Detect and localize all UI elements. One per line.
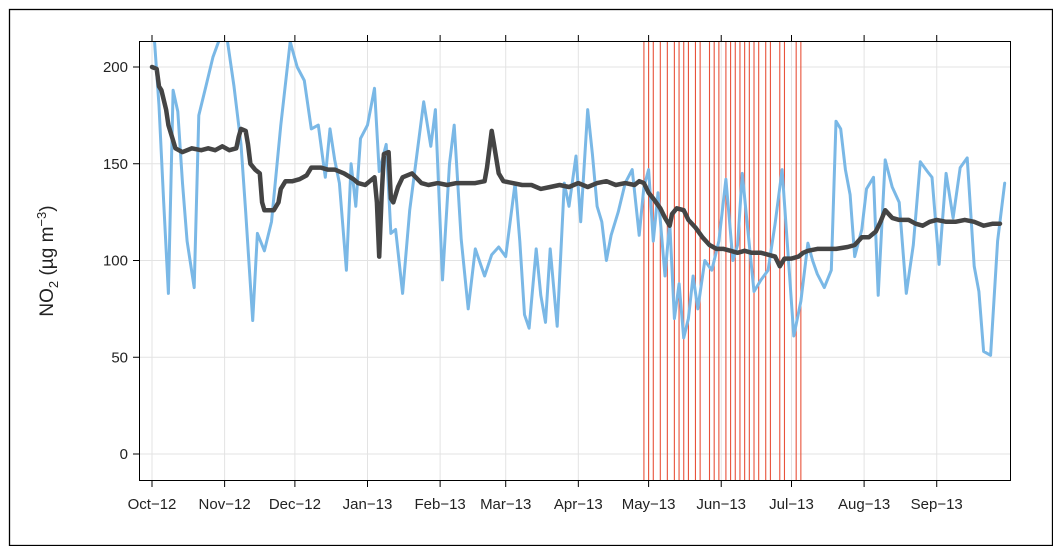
y-label-unit: (µg m bbox=[37, 227, 58, 281]
x-tick-label: Sep−13 bbox=[911, 496, 963, 513]
y-label-superscript: −3 bbox=[34, 212, 49, 227]
x-tick-label: Feb−13 bbox=[414, 496, 465, 513]
x-tick-label: Apr−13 bbox=[554, 496, 603, 513]
x-tick-label: Jun−13 bbox=[696, 496, 746, 513]
series bbox=[149, 42, 1007, 357]
series-line bbox=[149, 64, 1003, 269]
y-tick-label: 0 bbox=[120, 446, 128, 463]
y-tick-label: 150 bbox=[103, 156, 128, 173]
y-label-main: NO bbox=[37, 288, 58, 317]
figure-border bbox=[8, 8, 1053, 547]
axes: 0 50 100 150 200 Oct−12 Nov−12 Dec−12 Jan−13 Feb−… bbox=[103, 35, 963, 513]
x-tick-label: Oct−12 bbox=[128, 496, 177, 513]
y-axis-label: NO2 (µg m−3) bbox=[34, 205, 61, 316]
x-tick-label: Jan−13 bbox=[343, 496, 393, 513]
y-label-close: ) bbox=[37, 205, 58, 211]
y-tick-label: 200 bbox=[103, 59, 128, 76]
x-tick-label: Mar−13 bbox=[480, 496, 531, 513]
y-tick-label: 50 bbox=[111, 349, 128, 366]
x-tick-label: Jul−13 bbox=[769, 496, 814, 513]
x-tick-label: Aug−13 bbox=[838, 496, 890, 513]
y-tick-label: 100 bbox=[103, 253, 128, 270]
series-line bbox=[153, 42, 1007, 357]
highlight-bands bbox=[643, 42, 802, 480]
y-label-subscript: 2 bbox=[46, 281, 61, 288]
x-tick-label: May−13 bbox=[622, 496, 676, 513]
x-tick-label: Nov−12 bbox=[199, 496, 251, 513]
x-tick-label: Dec−12 bbox=[269, 496, 321, 513]
